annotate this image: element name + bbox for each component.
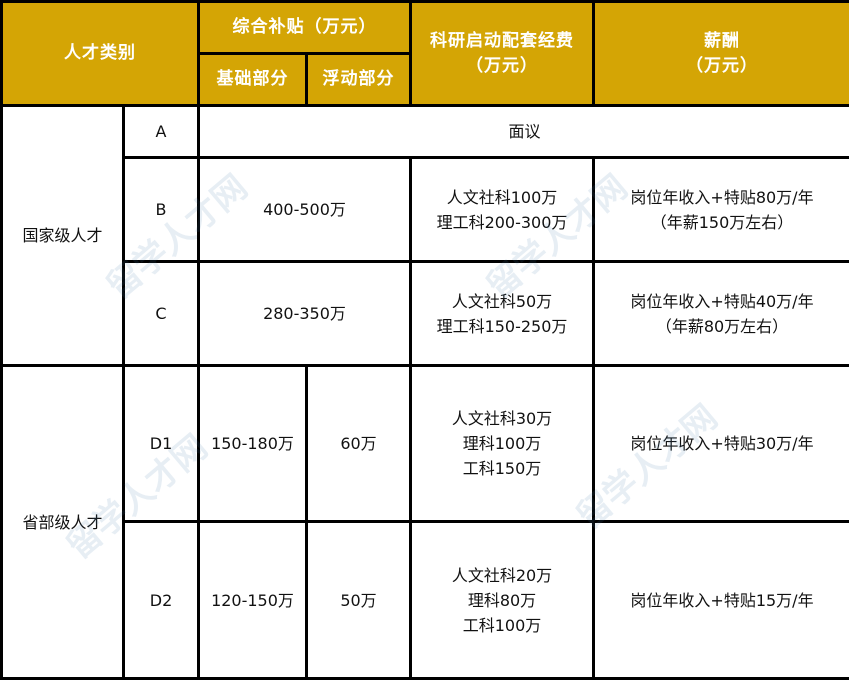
research-cell: 人文社科100万理工科200-300万 [411, 158, 594, 262]
research-line: 理科80万 [412, 588, 592, 613]
salary-cell: 岗位年收入+特贴40万/年（年薪80万左右） [594, 262, 849, 366]
header-research-fund-line: 科研启动配套经费 [412, 29, 592, 54]
table-row-b: B 400-500万 人文社科100万理工科200-300万 岗位年收入+特贴8… [2, 158, 849, 262]
level-cell: D2 [124, 522, 199, 679]
group-national: 国家级人才 [2, 106, 124, 366]
research-line: 工科150万 [412, 456, 592, 481]
group-provincial: 省部级人才 [2, 366, 124, 679]
research-line: 人文社科20万 [412, 563, 592, 588]
subsidy-base-cell: 150-180万 [199, 366, 307, 522]
subsidy-cell: 280-350万 [199, 262, 411, 366]
salary-note: （年薪80万左右） [595, 314, 849, 339]
salary-line: 岗位年收入+特贴80万/年 [595, 185, 849, 210]
subsidy-cell: 面议 [199, 106, 849, 158]
header-subsidy: 综合补贴（万元） [199, 2, 411, 54]
subsidy-base-cell: 120-150万 [199, 522, 307, 679]
header-category: 人才类别 [2, 2, 199, 106]
table-row-a: 国家级人才 A 面议 [2, 106, 849, 158]
header-subsidy-float: 浮动部分 [307, 54, 411, 106]
research-cell: 人文社科20万理科80万工科100万 [411, 522, 594, 679]
header-research-fund-unit: （万元） [412, 54, 592, 79]
table-row-d2: D2 120-150万 50万 人文社科20万理科80万工科100万 岗位年收入… [2, 522, 849, 679]
header-research-fund: 科研启动配套经费（万元） [411, 2, 594, 106]
research-cell: 人文社科50万理工科150-250万 [411, 262, 594, 366]
table-row-d1: 省部级人才 D1 150-180万 60万 人文社科30万理科100万工科150… [2, 366, 849, 522]
table-row-c: C 280-350万 人文社科50万理工科150-250万 岗位年收入+特贴40… [2, 262, 849, 366]
subsidy-cell: 400-500万 [199, 158, 411, 262]
header-salary-unit: （万元） [595, 54, 849, 79]
level-cell: B [124, 158, 199, 262]
subsidy-float-cell: 60万 [307, 366, 411, 522]
level-cell: A [124, 106, 199, 158]
salary-note: （年薪150万左右） [595, 210, 849, 235]
header-salary-line: 薪酬 [595, 29, 849, 54]
salary-cell: 岗位年收入+特贴15万/年 [594, 522, 849, 679]
salary-line: 岗位年收入+特贴40万/年 [595, 289, 849, 314]
header-salary: 薪酬（万元） [594, 2, 849, 106]
research-line: 人文社科100万 [412, 185, 592, 210]
salary-cell: 岗位年收入+特贴80万/年（年薪150万左右） [594, 158, 849, 262]
research-line: 理工科200-300万 [412, 210, 592, 235]
subsidy-float-cell: 50万 [307, 522, 411, 679]
research-line: 理科100万 [412, 431, 592, 456]
research-line: 人文社科30万 [412, 406, 592, 431]
header-subsidy-base: 基础部分 [199, 54, 307, 106]
level-cell: D1 [124, 366, 199, 522]
research-cell: 人文社科30万理科100万工科150万 [411, 366, 594, 522]
research-line: 人文社科50万 [412, 289, 592, 314]
research-line: 理工科150-250万 [412, 314, 592, 339]
level-cell: C [124, 262, 199, 366]
salary-cell: 岗位年收入+特贴30万/年 [594, 366, 849, 522]
research-line: 工科100万 [412, 613, 592, 638]
